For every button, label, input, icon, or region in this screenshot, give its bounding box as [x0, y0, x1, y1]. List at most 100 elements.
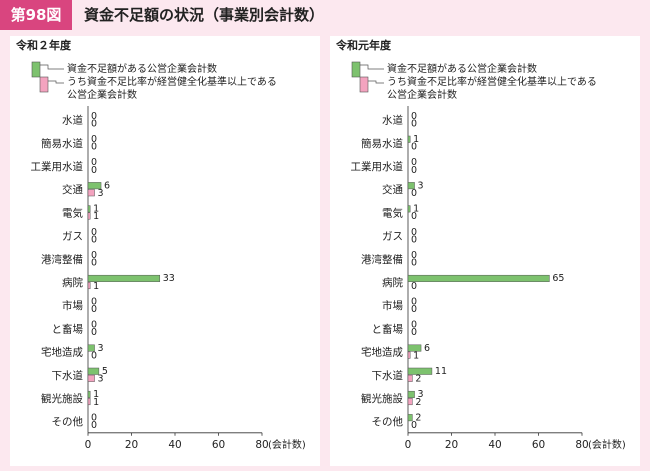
- data-label-series1: 0: [91, 157, 97, 168]
- bar-series1: [87, 182, 102, 190]
- legend-label-series2-line1: うち資金不足比率が経営健全化基準以上である: [67, 75, 277, 88]
- data-label-series2: 0: [411, 281, 417, 292]
- bar-series1: [87, 344, 95, 352]
- data-label-series2: 0: [91, 258, 97, 269]
- data-label-series1: 65: [552, 273, 564, 284]
- data-label-series2: 0: [91, 165, 97, 176]
- data-label-series2: 0: [411, 118, 417, 129]
- data-label-series1: 0: [411, 250, 417, 261]
- bar-series2: [407, 398, 413, 406]
- legend: 資金不足額がある公営企業会計数うち資金不足比率が経営健全化基準以上である公営企業…: [351, 61, 597, 101]
- category-label: 下水道: [52, 369, 84, 382]
- category-label: 水道: [62, 114, 83, 127]
- bar-series1: [407, 135, 411, 143]
- x-tick-label: 80: [575, 439, 588, 451]
- figure-title: 資金不足額の状況（事業別会計数）: [84, 6, 325, 24]
- data-label-series2: 3: [98, 374, 104, 385]
- x-axis-label: (会計数): [268, 438, 306, 451]
- category-label: 下水道: [372, 369, 404, 382]
- bar-series2: [87, 282, 91, 290]
- bar-series2: [87, 374, 95, 382]
- category-label: 観光施設: [41, 392, 83, 405]
- data-label-series1: 33: [163, 273, 175, 284]
- data-label-series2: 1: [93, 281, 99, 292]
- data-label-series2: 0: [91, 304, 97, 315]
- x-tick-label: 40: [488, 439, 501, 451]
- data-label-series2: 0: [411, 304, 417, 315]
- data-label-series2: 0: [411, 211, 417, 222]
- category-label: その他: [52, 415, 84, 428]
- data-label-series1: 11: [435, 366, 447, 377]
- data-label-series2: 0: [91, 327, 97, 338]
- data-label-series1: 0: [411, 227, 417, 238]
- data-label-series1: 0: [411, 111, 417, 122]
- bar-series1: [407, 367, 433, 375]
- data-label-series2: 2: [415, 397, 421, 408]
- bar-series1: [407, 390, 415, 398]
- data-label-series1: 0: [411, 157, 417, 168]
- data-label-series1: 3: [418, 180, 424, 191]
- data-label-series2: 1: [93, 211, 99, 222]
- legend-leader-series1: [40, 64, 64, 70]
- data-label-series1: 0: [91, 134, 97, 145]
- legend-leader-series1: [360, 64, 384, 70]
- data-label-series1: 0: [411, 320, 417, 331]
- data-label-series2: 0: [411, 258, 417, 269]
- data-label-series2: 1: [93, 397, 99, 408]
- data-label-series2: 0: [411, 188, 417, 199]
- category-label: 交通: [382, 183, 403, 196]
- category-label: 宅地造成: [41, 346, 83, 359]
- data-label-series2: 0: [411, 420, 417, 431]
- panel-title: 令和２年度: [15, 38, 72, 52]
- category-label: 港湾整備: [361, 253, 403, 266]
- legend-label-series2-line1: うち資金不足比率が経営健全化基準以上である: [387, 75, 597, 88]
- x-axis-label: (会計数): [588, 438, 626, 451]
- bar-series1: [87, 205, 91, 213]
- category-label: 工業用水道: [351, 160, 404, 173]
- category-label: ガス: [62, 231, 83, 243]
- data-label-series2: 3: [98, 188, 104, 199]
- bar-series2: [87, 212, 91, 220]
- bar-series1: [87, 390, 91, 398]
- data-label-series1: 0: [91, 296, 97, 307]
- data-label-series2: 1: [413, 350, 419, 361]
- x-tick-label: 20: [445, 439, 458, 451]
- data-label-series1: 3: [98, 343, 104, 354]
- x-tick-label: 60: [212, 439, 225, 451]
- category-label: 市場: [382, 299, 403, 312]
- category-label: 工業用水道: [31, 160, 84, 173]
- bar-series1: [87, 367, 100, 375]
- legend-leader-series2: [48, 80, 64, 84]
- legend-leader-series2: [368, 80, 384, 84]
- data-label-series2: 0: [91, 350, 97, 361]
- panel-title: 令和元年度: [335, 38, 392, 52]
- x-tick-label: 0: [85, 439, 92, 451]
- category-label: 病院: [62, 276, 83, 289]
- data-label-series2: 2: [415, 374, 421, 385]
- data-label-series1: 0: [411, 296, 417, 307]
- category-label: 港湾整備: [41, 253, 83, 266]
- bar-series2: [87, 398, 91, 406]
- bar-series1: [407, 274, 550, 282]
- data-label-series2: 0: [411, 327, 417, 338]
- bar-series1: [407, 344, 422, 352]
- data-label-series2: 0: [91, 234, 97, 245]
- chart-panel-reiwa2: 令和２年度資金不足額がある公営企業会計数 うち資金不足比率が経営健全化基準以上であ…: [10, 36, 320, 466]
- data-label-series1: 5: [102, 366, 108, 377]
- bar-series2: [87, 189, 95, 197]
- bar-series1: [87, 274, 161, 282]
- category-label: と畜場: [52, 322, 84, 335]
- category-label: と畜場: [372, 322, 404, 335]
- data-label-series1: 1: [413, 204, 419, 215]
- category-label: 市場: [62, 299, 83, 312]
- data-label-series2: 0: [411, 234, 417, 245]
- legend-label-series1: 資金不足額がある公営企業会計数: [67, 62, 217, 75]
- x-tick-label: 40: [168, 439, 181, 451]
- bar-series1: [407, 182, 415, 190]
- legend-label-series1: 資金不足額がある公営企業会計数: [387, 62, 537, 75]
- legend-swatch-series1: [351, 61, 361, 78]
- category-label: 宅地造成: [361, 346, 403, 359]
- data-label-series2: 0: [91, 118, 97, 129]
- data-label-series1: 0: [91, 320, 97, 331]
- bar-series1: [407, 414, 413, 422]
